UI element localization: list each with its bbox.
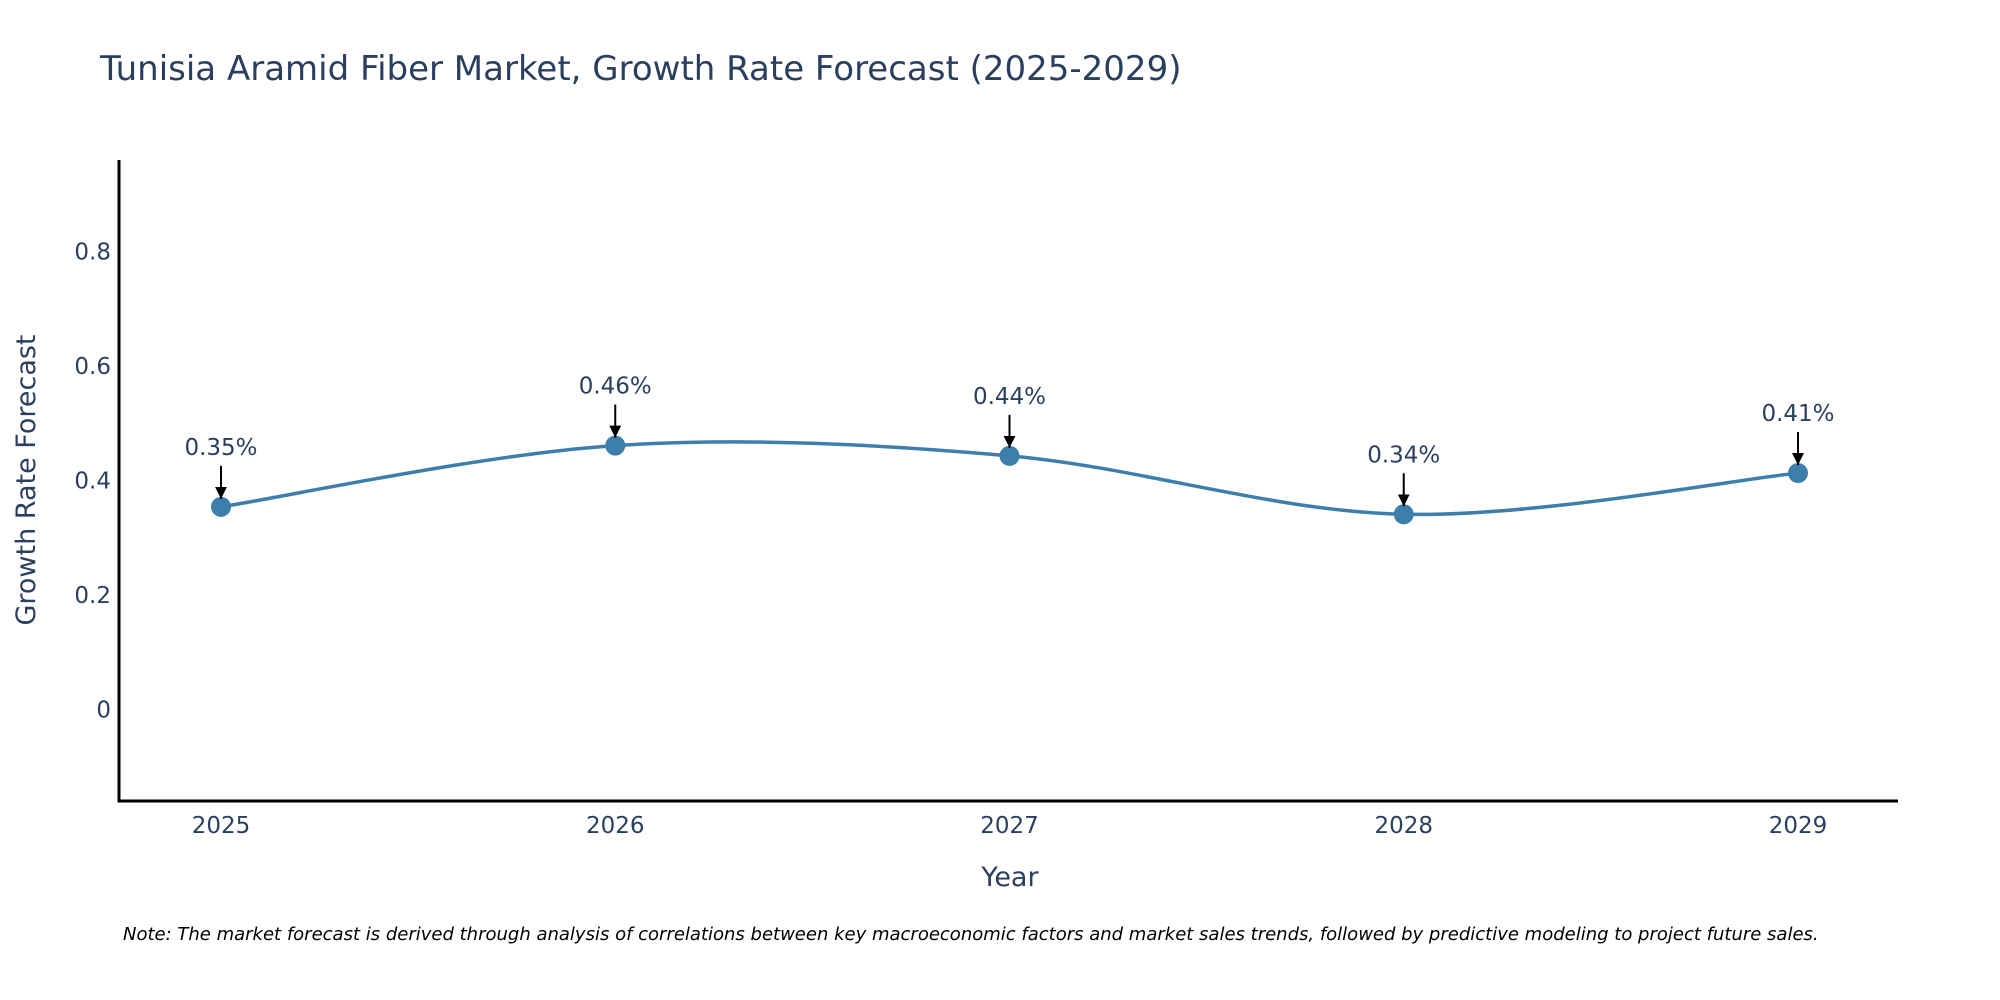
y-tick-label: 0.4 (74, 469, 111, 495)
data-point (1393, 504, 1414, 525)
x-tick-label: 2026 (586, 813, 645, 839)
annotations-group: 0.35% 0.46% 0.44% 0.34% 0.41% (184, 374, 1835, 507)
y-tick-label: 0.2 (74, 583, 111, 609)
data-label: 0.44% (973, 384, 1046, 410)
x-axis-title: Year (980, 862, 1039, 893)
x-tick-label: 2025 (192, 813, 251, 839)
data-point (605, 435, 626, 456)
data-label: 0.46% (579, 374, 652, 400)
data-label: 0.41% (1761, 401, 1834, 427)
axes-group (117, 160, 1898, 803)
y-axis-title: Growth Rate Forecast (11, 334, 42, 625)
series-group (211, 435, 1808, 525)
x-ticks-group: 2025 2026 2027 2028 2029 (192, 813, 1828, 839)
data-point (211, 496, 231, 517)
data-label: 0.35% (184, 435, 257, 461)
y-tick-label: 0.8 (74, 240, 111, 266)
x-tick-label: 2027 (980, 813, 1039, 839)
data-label: 0.34% (1367, 442, 1440, 468)
y-tick-label: 0 (96, 697, 111, 723)
data-point (1788, 463, 1808, 484)
y-tick-label: 0.6 (74, 354, 111, 380)
y-ticks-group: 0 0.2 0.4 0.6 0.8 (74, 240, 111, 724)
data-point (999, 445, 1020, 466)
chart-title: Tunisia Aramid Fiber Market, Growth Rate… (99, 49, 1181, 89)
x-tick-label: 2029 (1769, 813, 1828, 839)
footnote: Note: The market forecast is derived thr… (123, 924, 1819, 945)
x-tick-label: 2028 (1374, 813, 1433, 839)
